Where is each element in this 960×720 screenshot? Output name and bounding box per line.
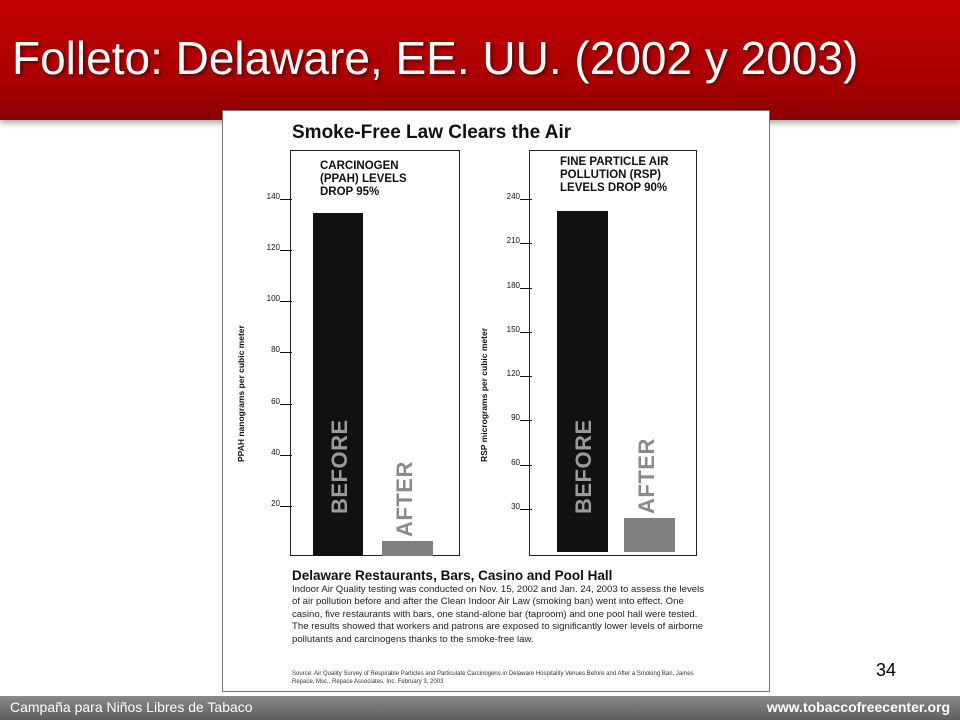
rsp-chart-title: FINE PARTICLE AIR POLLUTION (RSP) LEVELS…: [560, 156, 669, 194]
ppah-bar-label-before: BEFORE: [327, 419, 352, 514]
ppah-tick-label: 140: [266, 192, 280, 201]
rsp-bar-label-before: BEFORE: [571, 419, 596, 514]
rsp-tick-label: 180: [506, 280, 520, 290]
rsp-tick-mark: [520, 287, 532, 289]
footer-campaign: Campaña para Niños Libres de Tabaco: [10, 699, 253, 715]
rsp-tick-label: 150: [506, 324, 520, 334]
rsp-chart-panel: [529, 150, 697, 556]
ppah-tick-mark: [280, 505, 292, 507]
ppah-bar-after: [382, 540, 433, 556]
ppah-tick-mark: [280, 301, 292, 303]
rsp-tick-label: 90: [511, 413, 520, 423]
caption-body: Indoor Air Quality testing was conducted…: [292, 584, 705, 645]
ppah-tick-label: 80: [271, 345, 280, 355]
rsp-tick-mark: [520, 199, 532, 200]
rsp-tick-mark: [520, 464, 532, 466]
rsp-tick-label: 240: [506, 192, 520, 201]
ppah-tick-mark: [280, 250, 292, 252]
rsp-bar-after: [624, 518, 675, 552]
rsp-tick-label: 120: [506, 369, 520, 378]
ppah-bar-label-after: AFTER: [392, 460, 417, 537]
rsp-tick-label: 210: [506, 236, 520, 246]
rsp-tick-label: 60: [511, 457, 520, 467]
rsp-tick-mark: [520, 508, 532, 510]
ppah-tick-mark: [280, 199, 292, 200]
caption-source: Source: Air Quality Survey of Respirable…: [292, 671, 694, 685]
ppah-y-axis-label: PPAH nanograms per cubic meter: [236, 325, 246, 462]
rsp-tick-mark: [520, 420, 532, 422]
ppah-bar-before: [313, 213, 363, 556]
ppah-tick-label: 100: [266, 294, 280, 304]
ppah-tick-mark: [280, 454, 292, 456]
ppah-chart-title: CARCINOGEN (PPAH) LEVELS DROP 95%: [320, 160, 407, 198]
slide-header: Folleto: Delaware, EE. UU. (2002 y 2003): [0, 0, 960, 120]
flyer-title: Smoke-Free Law Clears the Air: [292, 122, 572, 143]
slide-number: 34: [876, 660, 897, 680]
rsp-bar-label-after: AFTER: [634, 438, 659, 515]
rsp-tick-mark: [520, 243, 532, 245]
ppah-tick-mark: [280, 352, 292, 354]
ppah-tick-label: 20: [271, 498, 280, 508]
rsp-tick-mark: [520, 376, 532, 377]
rsp-tick-mark: [520, 331, 532, 333]
slide-footer: Campaña para Niños Libres de Tabaco www.…: [0, 696, 960, 720]
ppah-tick-mark: [280, 403, 292, 405]
ppah-tick-label: 120: [266, 243, 280, 253]
caption-title: Delaware Restaurants, Bars, Casino and P…: [292, 568, 613, 583]
footer-website[interactable]: www.tobaccofreecenter.org: [766, 699, 950, 715]
ppah-tick-label: 40: [271, 447, 280, 457]
slide-title: Folleto: Delaware, EE. UU. (2002 y 2003): [12, 32, 859, 84]
rsp-bar-before: [557, 211, 608, 552]
rsp-y-axis-label: RSP micrograms per cubic meter: [479, 327, 489, 462]
rsp-tick-label: 30: [511, 501, 520, 511]
ppah-tick-label: 60: [271, 396, 280, 406]
